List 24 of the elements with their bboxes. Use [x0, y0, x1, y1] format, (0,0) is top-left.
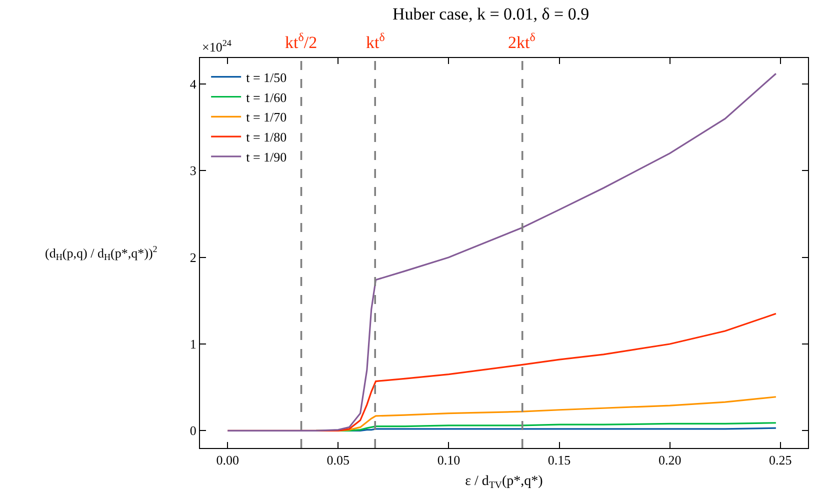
ref-line-label: 2kt$^{δ}$: [508, 30, 536, 52]
y-tick-label: 0: [190, 423, 196, 438]
ref-line-label: kt$^{δ}$: [366, 30, 386, 52]
y-tick-label: 4: [190, 76, 197, 92]
legend-label: t = 1/50: [246, 70, 287, 85]
legend-label: t = 1/70: [246, 110, 287, 125]
ref-line-label: kt$^{δ}$/2: [285, 30, 318, 52]
legend-label: t = 1/90: [246, 150, 287, 165]
line-series: [226, 72, 777, 432]
y-tick-label: 3: [190, 163, 196, 178]
legend-label: t = 1/60: [246, 90, 287, 105]
x-tick-label: 0.10: [437, 452, 460, 468]
x-tick-label: 0.15: [548, 452, 571, 468]
y-axis-title: (d$_{H}$(p,q) / d$_{H}$(p*,q*))$^{2}$: [45, 244, 158, 262]
x-axis-title: ε / d$_{TV}$(p*,q*): [465, 474, 544, 491]
y-tick-label: 2: [190, 250, 196, 265]
y-tick-label: 1: [190, 336, 196, 352]
x-tick-label: 0.20: [658, 452, 682, 468]
chart-title: Huber case, k = 0.01, δ = 0.9: [392, 4, 590, 24]
x-tick-label: 0.05: [326, 452, 350, 468]
x-tick-label: 0.00: [216, 452, 240, 468]
legend-label: t = 1/80: [246, 130, 287, 145]
x-tick-label: 0.25: [768, 452, 792, 468]
text: ×10$^{24}$: [202, 38, 232, 54]
